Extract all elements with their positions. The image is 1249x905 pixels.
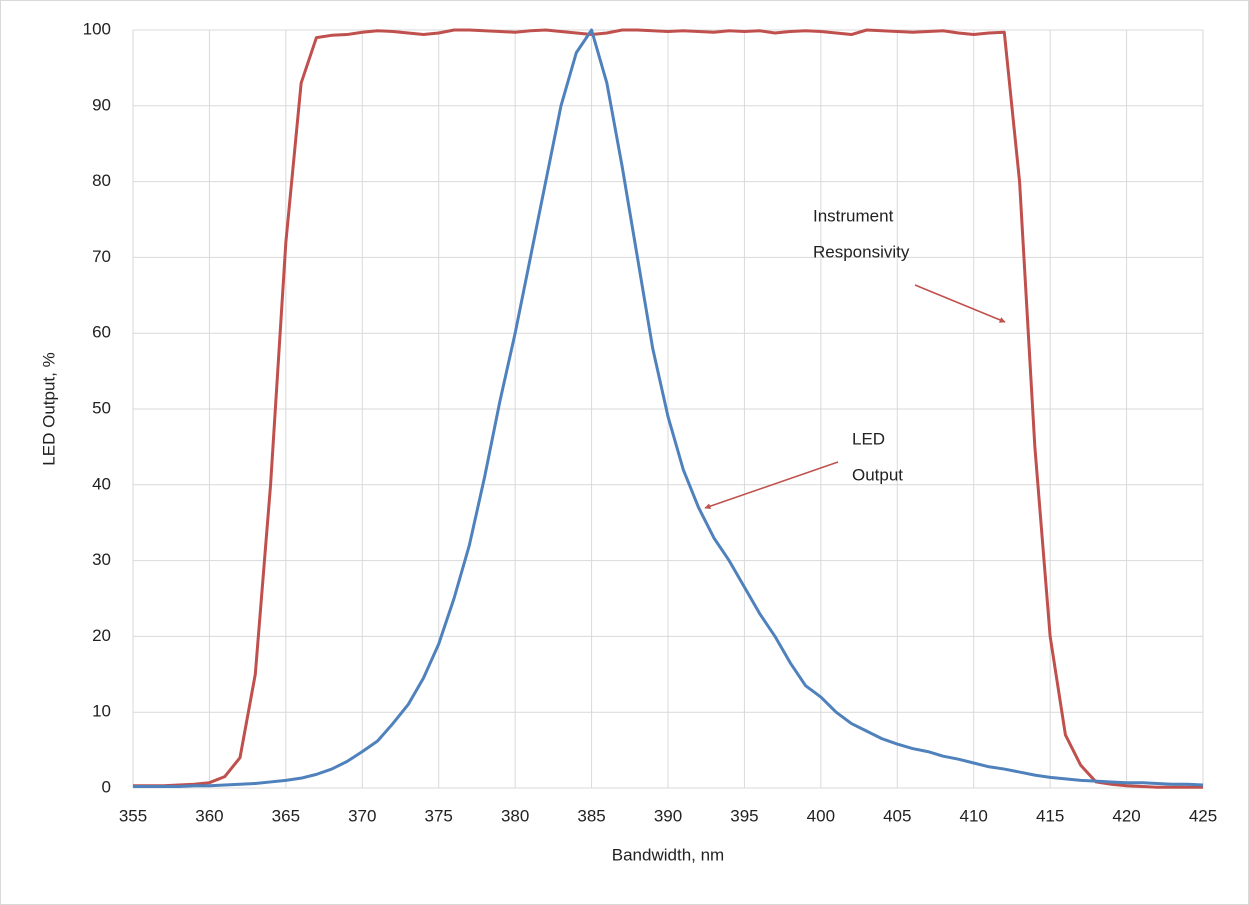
x-tick-label: 380: [501, 806, 529, 825]
x-tick-label: 375: [425, 806, 453, 825]
y-tick-label: 100: [83, 19, 111, 38]
annotation-text: Instrument: [813, 206, 894, 225]
y-tick-label: 90: [92, 95, 111, 114]
annotation-text: Output: [852, 465, 903, 484]
x-tick-label: 355: [119, 806, 147, 825]
x-tick-label: 400: [807, 806, 835, 825]
y-tick-label: 40: [92, 474, 111, 493]
y-tick-label: 0: [102, 777, 111, 796]
x-tick-label: 425: [1189, 806, 1217, 825]
x-tick-label: 410: [960, 806, 988, 825]
y-tick-label: 20: [92, 626, 111, 645]
annotation-text: LED: [852, 429, 885, 448]
y-tick-label: 50: [92, 398, 111, 417]
annotation-arrow: [914, 284, 1006, 323]
x-tick-label: 385: [577, 806, 605, 825]
x-tick-label: 420: [1112, 806, 1140, 825]
x-axis-label: Bandwidth, nm: [612, 845, 724, 864]
x-tick-label: 370: [348, 806, 376, 825]
x-tick-label: 395: [730, 806, 758, 825]
series-line: [133, 28, 1203, 789]
annotation-arrow: [704, 461, 839, 510]
annotation-text: Responsivity: [813, 242, 910, 261]
y-tick-label: 10: [92, 702, 111, 721]
x-tick-label: 360: [195, 806, 223, 825]
y-tick-label: 30: [92, 550, 111, 569]
series-line: [133, 28, 1204, 788]
y-tick-label: 70: [92, 247, 111, 266]
x-tick-label: 405: [883, 806, 911, 825]
y-tick-label: 60: [92, 323, 111, 342]
x-tick-label: 390: [654, 806, 682, 825]
x-tick-label: 365: [272, 806, 300, 825]
x-tick-label: 415: [1036, 806, 1064, 825]
y-axis-label: LED Output, %: [39, 352, 58, 465]
y-tick-label: 80: [92, 171, 111, 190]
